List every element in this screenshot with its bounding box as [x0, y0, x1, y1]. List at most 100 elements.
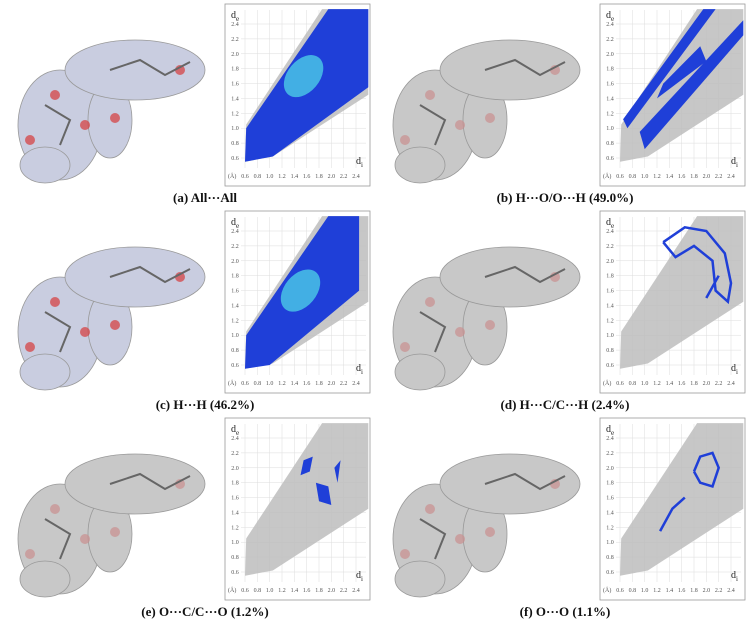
x-tick-label: 1.4	[291, 174, 299, 180]
x-tick-label: 1.0	[641, 588, 649, 594]
x-axis-label-sub: i	[736, 368, 738, 376]
y-tick-label: 2.0	[606, 52, 614, 58]
x-tick-label: 1.8	[315, 381, 323, 387]
surface-lobe	[395, 561, 445, 597]
contact-spot	[425, 297, 435, 307]
hirshfeld-surface	[18, 40, 205, 183]
x-tick-label: 1.8	[315, 588, 323, 594]
x-tick-label: 1.2	[653, 381, 661, 387]
contact-spot	[25, 135, 35, 145]
x-tick-label: 2.0	[703, 174, 711, 180]
figure: 0.6 0.6 0.8 0.8 1.0 1.0 1.2 1.2 1.4 1.4 1.6 1.6 1.8 1…	[0, 0, 747, 621]
contact-spot	[25, 342, 35, 352]
contact-spot	[400, 342, 410, 352]
x-tick-label: 1.6	[303, 588, 311, 594]
y-tick-label: 2.0	[231, 52, 239, 58]
x-tick-label: 0.8	[254, 381, 262, 387]
contact-spot	[485, 527, 495, 537]
hirshfeld-surface	[393, 247, 580, 390]
y-tick-label: 1.0	[606, 540, 614, 546]
y-tick-label: 1.6	[231, 496, 239, 502]
x-tick-label: 1.2	[278, 381, 286, 387]
surface-lobe	[20, 354, 70, 390]
y-tick-label: 1.2	[606, 318, 614, 324]
x-tick-label: 1.2	[278, 174, 286, 180]
x-tick-label: 2.4	[352, 381, 360, 387]
y-tick-label: 1.2	[231, 525, 239, 531]
surface-lobe	[395, 354, 445, 390]
y-tick-label: 1.4	[606, 510, 614, 516]
y-tick-label: 1.4	[606, 96, 614, 102]
x-tick-label: 0.8	[254, 174, 262, 180]
x-tick-label: 2.4	[727, 174, 735, 180]
contact-spot	[400, 135, 410, 145]
contact-spot	[110, 527, 120, 537]
y-axis-label-sub: e	[236, 429, 239, 437]
contact-spot	[50, 297, 60, 307]
hirshfeld-surface	[18, 454, 205, 597]
contact-spot	[110, 320, 120, 330]
y-tick-label: 0.8	[231, 555, 239, 561]
panel-caption: (f) O···O (1.1%)	[520, 604, 611, 619]
x-tick-label: 0.6	[241, 588, 249, 594]
y-tick-label: 0.6	[231, 570, 239, 576]
y-axis-label-sub: e	[236, 222, 239, 230]
y-tick-label: 1.8	[606, 67, 614, 73]
surface-lobe	[395, 147, 445, 183]
y-tick-label: 2.0	[606, 259, 614, 265]
contact-spot	[425, 90, 435, 100]
y-tick-label: 0.8	[606, 141, 614, 147]
y-tick-label: 1.4	[606, 303, 614, 309]
contact-spot	[485, 320, 495, 330]
hirshfeld-surface	[393, 40, 580, 183]
y-tick-label: 1.4	[231, 96, 239, 102]
surface-lobe	[20, 147, 70, 183]
y-tick-label: 1.8	[231, 481, 239, 487]
x-tick-label: 1.2	[278, 588, 286, 594]
x-tick-label: 2.2	[715, 588, 723, 594]
y-tick-label: 1.8	[231, 274, 239, 280]
x-tick-label: 1.6	[678, 174, 686, 180]
y-tick-label: 0.6	[231, 156, 239, 162]
x-tick-label: 1.0	[641, 381, 649, 387]
y-axis-label-sub: e	[611, 15, 614, 23]
x-axis-label-sub: i	[361, 575, 363, 583]
axis-unit: (Å)	[228, 172, 236, 180]
panel-caption: (c) H···H (46.2%)	[156, 397, 255, 412]
y-tick-label: 1.2	[606, 111, 614, 117]
x-axis-label-sub: i	[736, 575, 738, 583]
x-tick-label: 2.2	[715, 381, 723, 387]
panel-caption: (a) All···All	[173, 190, 237, 205]
x-tick-label: 2.0	[328, 381, 336, 387]
x-tick-label: 0.8	[629, 588, 637, 594]
y-tick-label: 2.2	[231, 451, 239, 457]
axis-unit: (Å)	[603, 379, 611, 387]
x-axis-label-sub: i	[736, 161, 738, 169]
hirshfeld-surface	[393, 454, 580, 597]
y-tick-label: 1.0	[606, 126, 614, 132]
contact-spot	[25, 549, 35, 559]
y-tick-label: 2.0	[231, 466, 239, 472]
axis-unit: (Å)	[228, 379, 236, 387]
axis-unit: (Å)	[603, 172, 611, 180]
x-axis-label-sub: i	[361, 161, 363, 169]
x-tick-label: 0.6	[616, 174, 624, 180]
y-tick-label: 0.6	[606, 363, 614, 369]
x-tick-label: 2.0	[328, 588, 336, 594]
contact-spot	[485, 113, 495, 123]
axis-unit: (Å)	[603, 586, 611, 594]
x-tick-label: 1.4	[666, 381, 674, 387]
y-tick-label: 2.2	[606, 37, 614, 43]
x-tick-label: 0.6	[616, 588, 624, 594]
x-tick-label: 1.2	[653, 174, 661, 180]
contact-spot	[80, 327, 90, 337]
panel-caption: (e) O···C/C···O (1.2%)	[141, 604, 268, 619]
x-tick-label: 0.8	[629, 381, 637, 387]
x-tick-label: 1.0	[266, 588, 274, 594]
surface-lobe	[20, 561, 70, 597]
x-tick-label: 1.6	[303, 381, 311, 387]
axis-unit: (Å)	[228, 586, 236, 594]
x-tick-label: 1.0	[266, 381, 274, 387]
panel-caption: (b) H···O/O···H (49.0%)	[497, 190, 634, 205]
x-tick-label: 2.0	[703, 588, 711, 594]
